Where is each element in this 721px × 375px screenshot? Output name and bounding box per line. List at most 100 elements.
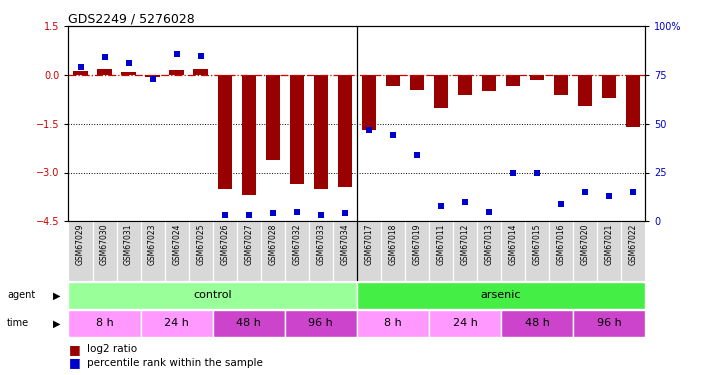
Text: GSM67028: GSM67028: [268, 224, 278, 265]
Text: 96 h: 96 h: [309, 318, 333, 328]
Point: [219, 212, 231, 218]
Bar: [290, 75, 304, 184]
Bar: [362, 75, 376, 130]
Point: [627, 189, 639, 195]
Bar: [285, 310, 357, 337]
Text: GSM67027: GSM67027: [244, 224, 253, 265]
Bar: [333, 221, 357, 281]
Point: [580, 189, 591, 195]
Bar: [97, 69, 112, 75]
Text: 8 h: 8 h: [384, 318, 402, 328]
Bar: [549, 221, 573, 281]
Point: [459, 199, 471, 205]
Bar: [626, 75, 640, 127]
Bar: [261, 221, 285, 281]
Text: GSM67033: GSM67033: [317, 224, 325, 265]
Point: [363, 127, 375, 133]
Bar: [506, 75, 521, 86]
Bar: [74, 71, 88, 75]
Bar: [602, 75, 616, 98]
Point: [483, 209, 495, 214]
Bar: [213, 221, 236, 281]
Text: GSM67013: GSM67013: [485, 224, 494, 265]
Text: GSM67014: GSM67014: [508, 224, 518, 265]
Text: log2 ratio: log2 ratio: [87, 344, 137, 354]
Bar: [189, 221, 213, 281]
Bar: [482, 75, 496, 91]
Point: [123, 60, 134, 66]
Text: arsenic: arsenic: [481, 290, 521, 300]
Point: [435, 202, 447, 208]
Bar: [193, 69, 208, 75]
Point: [387, 132, 399, 138]
Point: [171, 51, 182, 57]
Text: GSM67015: GSM67015: [533, 224, 541, 265]
Bar: [410, 75, 424, 90]
Bar: [236, 221, 261, 281]
Text: GSM67012: GSM67012: [461, 224, 469, 265]
Text: GSM67034: GSM67034: [340, 224, 350, 265]
Point: [411, 152, 423, 158]
Text: GSM67019: GSM67019: [412, 224, 422, 265]
Text: ▶: ▶: [53, 318, 60, 328]
Bar: [92, 221, 117, 281]
Bar: [68, 310, 141, 337]
Bar: [434, 75, 448, 108]
Text: ▶: ▶: [53, 290, 60, 300]
Bar: [242, 75, 256, 195]
Bar: [429, 310, 501, 337]
Point: [243, 212, 255, 218]
Bar: [429, 221, 453, 281]
Point: [508, 170, 519, 176]
Bar: [453, 221, 477, 281]
Point: [315, 212, 327, 218]
Bar: [357, 221, 381, 281]
Text: 48 h: 48 h: [236, 318, 261, 328]
Bar: [314, 75, 328, 189]
Bar: [357, 282, 645, 309]
Point: [147, 76, 159, 82]
Bar: [405, 221, 429, 281]
Bar: [578, 75, 593, 106]
Bar: [164, 221, 189, 281]
Bar: [501, 310, 573, 337]
Text: 24 h: 24 h: [164, 318, 189, 328]
Point: [339, 210, 350, 216]
Text: GSM67021: GSM67021: [605, 224, 614, 265]
Text: ■: ■: [68, 356, 80, 369]
Bar: [169, 70, 184, 75]
Bar: [386, 75, 400, 86]
Point: [555, 201, 567, 207]
Bar: [597, 221, 622, 281]
Bar: [121, 72, 136, 75]
Point: [291, 209, 303, 214]
Bar: [141, 310, 213, 337]
Text: GSM67029: GSM67029: [76, 224, 85, 265]
Text: agent: agent: [7, 290, 35, 300]
Bar: [458, 75, 472, 94]
Bar: [218, 75, 232, 189]
Text: GSM67024: GSM67024: [172, 224, 181, 265]
Text: GSM67018: GSM67018: [389, 224, 397, 265]
Text: GSM67026: GSM67026: [220, 224, 229, 265]
Text: 8 h: 8 h: [96, 318, 113, 328]
Bar: [381, 221, 405, 281]
Bar: [477, 221, 501, 281]
Point: [195, 53, 206, 58]
Bar: [573, 310, 645, 337]
Text: GSM67025: GSM67025: [196, 224, 205, 265]
Text: ■: ■: [68, 343, 80, 356]
Text: GSM67011: GSM67011: [436, 224, 446, 265]
Bar: [501, 221, 525, 281]
Text: 24 h: 24 h: [453, 318, 477, 328]
Bar: [117, 221, 141, 281]
Bar: [530, 75, 544, 80]
Point: [75, 64, 87, 70]
Point: [531, 170, 543, 176]
Text: GSM67023: GSM67023: [148, 224, 157, 265]
Text: time: time: [7, 318, 30, 328]
Bar: [213, 310, 285, 337]
Text: GSM67030: GSM67030: [100, 224, 109, 265]
Bar: [68, 282, 357, 309]
Text: percentile rank within the sample: percentile rank within the sample: [87, 358, 262, 368]
